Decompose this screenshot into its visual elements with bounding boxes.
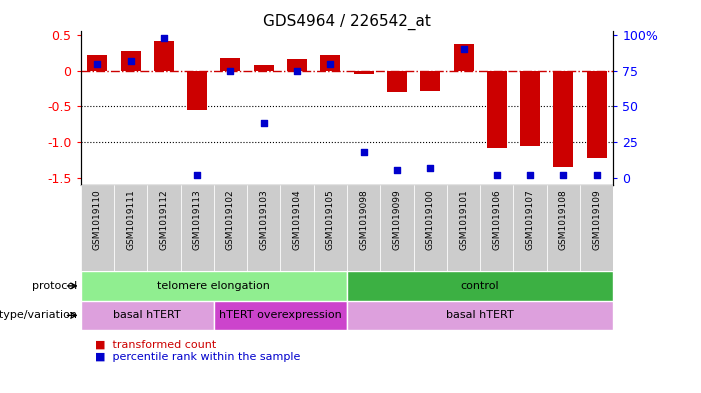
Bar xyxy=(486,71,507,148)
Point xyxy=(258,120,269,127)
Bar xyxy=(421,71,440,91)
Text: basal hTERT: basal hTERT xyxy=(447,310,514,320)
Point xyxy=(458,46,469,52)
Point xyxy=(158,35,170,41)
Bar xyxy=(121,51,140,71)
Point xyxy=(524,172,536,178)
Bar xyxy=(181,185,214,271)
Point xyxy=(591,172,602,178)
Text: GSM1019103: GSM1019103 xyxy=(259,189,268,250)
Bar xyxy=(554,71,573,167)
Text: ■  transformed count: ■ transformed count xyxy=(95,340,216,350)
Bar xyxy=(587,71,606,158)
Point xyxy=(391,167,402,174)
Text: GSM1019109: GSM1019109 xyxy=(592,189,601,250)
Bar xyxy=(81,271,347,301)
Point xyxy=(292,68,303,74)
Text: GSM1019113: GSM1019113 xyxy=(193,189,202,250)
Bar xyxy=(447,185,480,271)
Point xyxy=(491,172,503,178)
Bar xyxy=(81,185,114,271)
Text: GSM1019107: GSM1019107 xyxy=(526,189,535,250)
Text: GSM1019112: GSM1019112 xyxy=(159,189,168,250)
Bar xyxy=(81,301,214,330)
Bar xyxy=(381,185,414,271)
Text: GSM1019102: GSM1019102 xyxy=(226,189,235,250)
Bar xyxy=(214,185,247,271)
Point xyxy=(358,149,369,155)
Bar xyxy=(287,59,307,71)
Bar xyxy=(347,301,613,330)
Bar xyxy=(354,71,374,74)
Text: GSM1019104: GSM1019104 xyxy=(292,189,301,250)
Text: control: control xyxy=(461,281,500,291)
Text: GSM1019101: GSM1019101 xyxy=(459,189,468,250)
Bar xyxy=(514,185,547,271)
Point xyxy=(425,164,436,171)
Text: genotype/variation: genotype/variation xyxy=(0,310,77,320)
Bar xyxy=(280,185,314,271)
Text: GSM1019105: GSM1019105 xyxy=(326,189,335,250)
Text: GSM1019106: GSM1019106 xyxy=(492,189,501,250)
Bar xyxy=(214,301,347,330)
Bar xyxy=(154,41,174,71)
Bar xyxy=(187,71,207,110)
Title: GDS4964 / 226542_at: GDS4964 / 226542_at xyxy=(263,14,431,30)
Bar xyxy=(221,58,240,71)
Text: GSM1019108: GSM1019108 xyxy=(559,189,568,250)
Text: GSM1019111: GSM1019111 xyxy=(126,189,135,250)
Text: hTERT overexpression: hTERT overexpression xyxy=(219,310,342,320)
Bar xyxy=(480,185,513,271)
Point xyxy=(125,57,136,64)
Bar xyxy=(347,185,381,271)
Bar xyxy=(387,71,407,92)
Text: GSM1019100: GSM1019100 xyxy=(426,189,435,250)
Bar xyxy=(414,185,447,271)
Point xyxy=(558,172,569,178)
Point xyxy=(225,68,236,74)
Bar xyxy=(454,44,474,71)
Bar xyxy=(88,55,107,71)
Point xyxy=(325,61,336,67)
Point xyxy=(191,172,203,178)
Bar xyxy=(147,185,181,271)
Bar xyxy=(314,185,347,271)
Text: ■  percentile rank within the sample: ■ percentile rank within the sample xyxy=(95,352,300,362)
Bar xyxy=(254,65,273,71)
Bar xyxy=(247,185,280,271)
Bar xyxy=(320,55,341,71)
Text: GSM1019099: GSM1019099 xyxy=(393,189,402,250)
Bar xyxy=(547,185,580,271)
Bar xyxy=(520,71,540,145)
Bar xyxy=(580,185,613,271)
Text: GSM1019098: GSM1019098 xyxy=(359,189,368,250)
Text: basal hTERT: basal hTERT xyxy=(114,310,181,320)
Point xyxy=(92,61,103,67)
Bar xyxy=(347,271,613,301)
Text: protocol: protocol xyxy=(32,281,77,291)
Text: telomere elongation: telomere elongation xyxy=(157,281,271,291)
Text: GSM1019110: GSM1019110 xyxy=(93,189,102,250)
Bar xyxy=(114,185,147,271)
